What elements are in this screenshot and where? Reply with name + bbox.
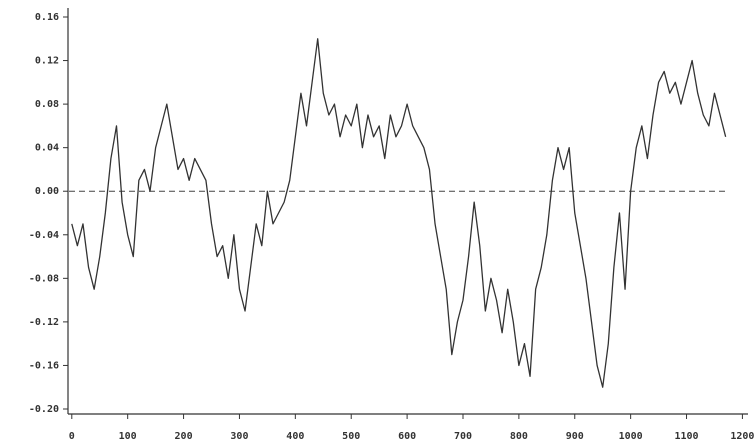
y-tick-label: -0.08: [29, 273, 59, 284]
y-tick-label: -0.12: [29, 317, 59, 328]
y-tick-label: 0.08: [35, 99, 59, 110]
y-tick-label: 0.00: [35, 186, 59, 197]
x-tick-label: 100: [119, 431, 137, 442]
x-tick-label: 600: [398, 431, 416, 442]
x-tick-label: 200: [175, 431, 193, 442]
y-tick-label: -0.16: [29, 360, 59, 371]
series-line: [71, 38, 727, 388]
y-tick-label: -0.20: [29, 404, 59, 415]
y-tick-label: 0.16: [35, 12, 59, 23]
x-tick-label: 1000: [619, 431, 643, 442]
x-tick-label: 1200: [730, 431, 754, 442]
x-tick-label: 400: [286, 431, 304, 442]
y-tick-label: -0.04: [29, 230, 59, 241]
x-tick-label: 900: [566, 431, 584, 442]
y-tick-label: 0.12: [35, 56, 59, 67]
x-tick-label: 800: [510, 431, 528, 442]
x-tick-label: 700: [454, 431, 472, 442]
x-tick-label: 0: [69, 431, 75, 442]
y-tick-label: 0.04: [35, 143, 59, 154]
x-tick-label: 1100: [674, 431, 698, 442]
x-tick-label: 500: [342, 431, 360, 442]
x-tick-label: 300: [230, 431, 248, 442]
